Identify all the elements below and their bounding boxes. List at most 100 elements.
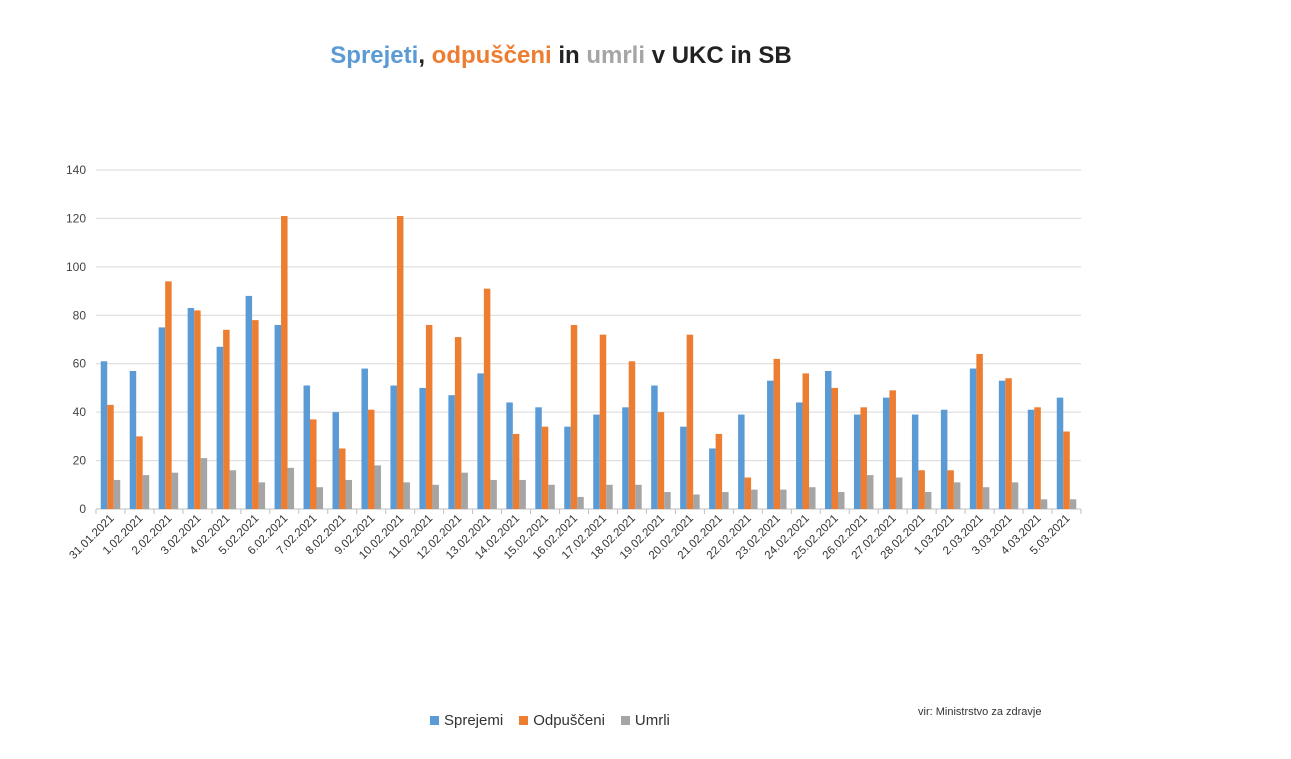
title-part-odpusceni: odpuščeni	[431, 42, 552, 69]
bar-umrli	[635, 484, 642, 509]
bar-sprejemi	[911, 414, 919, 509]
bar-sprejemi	[564, 426, 571, 509]
bar-umrli	[113, 479, 121, 509]
bar-sprejemi	[506, 402, 513, 509]
bar-odpuščeni	[165, 281, 172, 509]
y-tick-label: 120	[66, 211, 86, 225]
legend-item-sprejemi: Sprejemi	[430, 712, 503, 729]
bar-odpuščeni	[425, 324, 433, 509]
bar-odpuščeni	[599, 334, 607, 509]
bar-odpuščeni	[889, 390, 896, 509]
legend-label: Umrli	[634, 712, 670, 729]
bar-sprejemi	[940, 409, 948, 509]
bar-umrli	[374, 465, 381, 509]
bar-sprejemi	[1027, 409, 1035, 509]
legend-swatch	[430, 716, 439, 725]
y-tick-label: 60	[73, 357, 87, 371]
bar-sprejemi	[390, 385, 397, 509]
bar-umrli	[577, 496, 584, 509]
bar-sprejemi	[158, 327, 166, 509]
bar-odpuščeni	[628, 361, 636, 509]
legend: Sprejemi Odpuščeni Umrli	[430, 712, 670, 729]
gridlines	[96, 169, 1081, 510]
bar-odpuščeni	[773, 358, 781, 509]
title-part-umrli: umrli	[586, 42, 646, 69]
bar-sprejemi	[187, 308, 195, 509]
bar-sprejemi	[651, 385, 658, 509]
bar-odpuščeni	[831, 387, 838, 509]
bar-umrli	[519, 479, 526, 509]
bar-odpuščeni	[454, 337, 462, 509]
bar-umrli	[490, 479, 497, 509]
bar-sprejemi	[825, 370, 832, 509]
bar-sprejemi	[361, 368, 368, 509]
bar-umrli	[316, 487, 324, 509]
bar-umrli	[751, 489, 758, 509]
bar-odpuščeni	[570, 324, 578, 509]
title-part-sprejeti: Sprejeti	[330, 42, 419, 69]
bar-odpuščeni	[541, 426, 549, 509]
bar-odpuščeni	[686, 334, 694, 509]
y-tick-label: 80	[73, 308, 87, 322]
bar-odpuščeni	[339, 448, 346, 509]
bar-sprejemi	[477, 373, 484, 509]
bar-umrli	[780, 489, 787, 509]
bar-odpuščeni	[1005, 378, 1012, 509]
bar-odpuščeni	[483, 288, 491, 509]
legend-label: Sprejemi	[444, 712, 504, 729]
bar-odpuščeni	[512, 433, 520, 509]
bar-sprejemi	[593, 414, 600, 509]
bar-sprejemi	[535, 407, 542, 509]
bar-sprejemi	[796, 402, 803, 509]
bar-sprejemi	[303, 385, 311, 509]
bar-sprejemi	[709, 448, 716, 509]
legend-swatch	[519, 716, 529, 725]
bar-umrli	[403, 482, 410, 509]
bar-sprejemi	[100, 361, 108, 509]
bar-umrli	[1011, 482, 1019, 509]
y-tick-label: 40	[73, 405, 87, 419]
bar-umrli	[461, 472, 468, 509]
bar-umrli	[924, 492, 932, 509]
bar-odpuščeni	[1063, 431, 1070, 509]
chart-title: Sprejeti, odpuščeni in umrli v UKC in SB	[0, 42, 1122, 70]
bar-umrli	[171, 472, 179, 509]
bar-sprejemi	[274, 324, 282, 509]
bar-umrli	[895, 477, 903, 509]
bar-sprejemi	[998, 380, 1006, 509]
bar-umrli	[866, 475, 874, 509]
bar-sprejemi	[767, 380, 774, 509]
bar-umrli	[432, 484, 439, 509]
bar-odpuščeni	[223, 329, 230, 509]
bar-umrli	[838, 492, 845, 509]
bar-odpuščeni	[136, 436, 143, 509]
bar-umrli	[345, 479, 352, 509]
bar-odpuščeni	[657, 412, 665, 509]
legend-item-odpuščeni: Odpuščeni	[519, 712, 605, 729]
bar-odpuščeni	[802, 373, 810, 509]
bars	[100, 216, 1077, 509]
bar-sprejemi	[216, 346, 224, 509]
bar-odpuščeni	[976, 354, 983, 509]
bar-umrli	[1040, 499, 1048, 509]
bar-umrli	[693, 494, 700, 509]
bar-umrli	[229, 470, 237, 509]
bar-odpuščeni	[281, 216, 288, 509]
bar-umrli	[548, 484, 555, 509]
bar-odpuščeni	[918, 470, 925, 509]
source-note: vir: Ministrstvo za zdravje	[918, 706, 1042, 718]
bar-umrli	[809, 487, 816, 509]
bar-odpuščeni	[194, 310, 201, 509]
legend-swatch	[620, 716, 630, 725]
legend-label: Odpuščeni	[533, 712, 605, 729]
bar-sprejemi	[882, 397, 890, 509]
bar-umrli	[258, 482, 266, 509]
y-tick-label: 0	[79, 502, 86, 516]
bar-odpuščeni	[310, 419, 317, 509]
bar-umrli	[1069, 499, 1077, 509]
bar-sprejemi	[448, 395, 455, 509]
bar-sprejemi	[969, 368, 977, 509]
y-tick-label: 100	[66, 260, 86, 274]
bar-odpuščeni	[107, 404, 114, 509]
